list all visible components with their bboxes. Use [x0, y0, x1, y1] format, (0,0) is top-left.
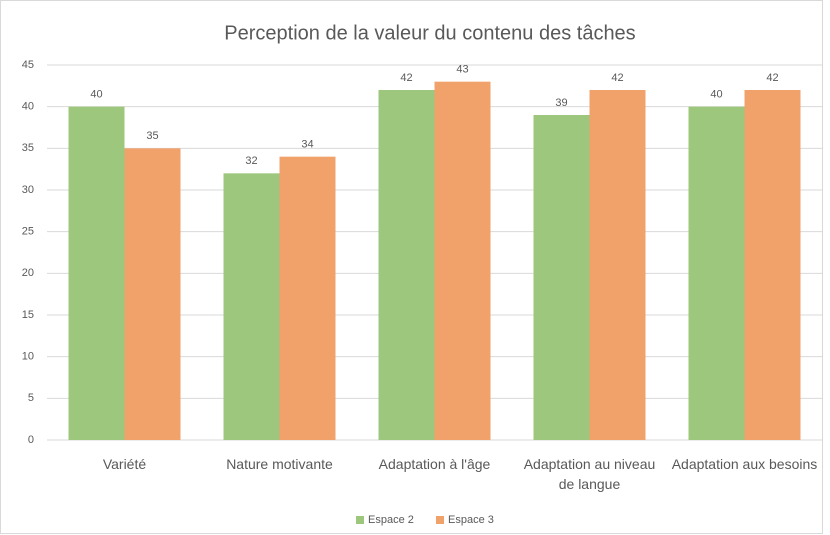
bar	[744, 90, 801, 440]
y-tick-label: 30	[22, 184, 34, 196]
x-tick-label-box: Adaptation aux besoins	[671, 456, 818, 472]
y-tick-label: 35	[22, 142, 34, 154]
data-label: 43	[456, 64, 468, 76]
x-tick-label: Adaptation au niveau de langue	[523, 456, 656, 492]
legend-label: Espace 2	[368, 514, 414, 526]
x-tick-label-box: Adaptation au niveau de langue	[523, 456, 656, 492]
bar	[223, 173, 280, 441]
x-tick-label-box: Nature motivante	[226, 456, 333, 472]
y-tick-label: 0	[28, 434, 34, 446]
bar	[279, 156, 336, 440]
data-label: 42	[611, 72, 623, 84]
legend-label: Espace 3	[448, 514, 494, 526]
bar	[589, 90, 646, 440]
chart-title: Perception de la valeur du contenu des t…	[224, 22, 635, 44]
y-tick-label: 25	[22, 226, 34, 238]
x-tick-label-box: Adaptation à l'âge	[378, 456, 491, 472]
y-tick-label: 40	[22, 101, 34, 113]
data-label: 40	[710, 89, 722, 101]
data-label: 39	[555, 97, 567, 109]
data-label: 35	[146, 130, 158, 142]
data-label: 42	[766, 72, 778, 84]
bar	[688, 106, 745, 441]
legend-swatch	[356, 516, 364, 524]
bar	[378, 90, 435, 440]
x-tick-label: Nature motivante	[226, 456, 333, 472]
y-tick-label: 5	[28, 392, 34, 404]
y-tick-label: 15	[22, 309, 34, 321]
data-label: 32	[245, 155, 257, 167]
data-label: 34	[301, 139, 313, 151]
x-tick-label: Variété	[102, 456, 147, 472]
x-tick-label-box: Variété	[102, 456, 147, 472]
x-tick-label: Adaptation aux besoins	[671, 456, 818, 472]
x-tick-label: Adaptation à l'âge	[378, 456, 491, 472]
bar	[533, 115, 590, 440]
y-tick-label: 10	[22, 351, 34, 363]
data-label: 42	[400, 72, 412, 84]
bar	[68, 106, 125, 441]
y-tick-label: 45	[22, 59, 34, 71]
bar	[124, 148, 181, 441]
legend-swatch	[436, 516, 444, 524]
y-tick-label: 20	[22, 267, 34, 279]
bar	[434, 81, 491, 441]
data-label: 40	[90, 89, 102, 101]
